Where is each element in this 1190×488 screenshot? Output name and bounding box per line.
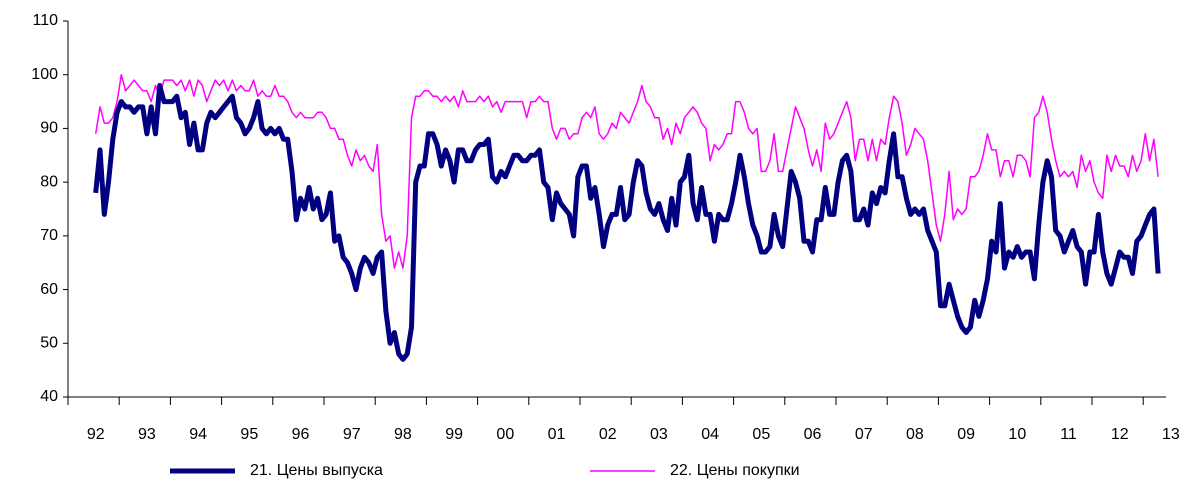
x-tick-label: 94 xyxy=(189,426,207,443)
x-tick-label: 10 xyxy=(1008,426,1026,443)
x-tick-label: 11 xyxy=(1060,426,1077,443)
x-tick-label: 95 xyxy=(240,426,258,443)
y-tick-label: 70 xyxy=(40,227,58,244)
series-line xyxy=(94,73,1159,269)
x-tick-label: 93 xyxy=(138,426,156,443)
x-tick-label: 08 xyxy=(906,426,924,443)
legend-label: 21. Цены выпуска xyxy=(250,462,383,479)
x-tick-label: 12 xyxy=(1111,426,1129,443)
x-tick-label: 01 xyxy=(548,426,566,443)
x-tick-label: 03 xyxy=(650,426,668,443)
x-tick-label: 07 xyxy=(855,426,873,443)
y-tick-label: 100 xyxy=(31,66,58,83)
y-tick-label: 50 xyxy=(40,335,58,352)
x-tick-label: 97 xyxy=(343,426,361,443)
legend-label: 22. Цены покупки xyxy=(670,462,800,479)
x-tick-label: 98 xyxy=(394,426,412,443)
y-tick-label: 40 xyxy=(40,388,58,405)
x-tick-label: 00 xyxy=(496,426,514,443)
x-tick-label: 04 xyxy=(701,426,719,443)
x-tick-label: 06 xyxy=(804,426,822,443)
x-tick-label: 99 xyxy=(445,426,463,443)
y-tick-label: 90 xyxy=(40,120,58,137)
x-tick-label: 02 xyxy=(599,426,617,443)
series-line xyxy=(93,83,1161,362)
x-tick-label: 92 xyxy=(87,426,105,443)
x-tick-label: 05 xyxy=(752,426,770,443)
x-tick-label: 09 xyxy=(957,426,975,443)
x-tick-label: 96 xyxy=(292,426,310,443)
y-tick-label: 60 xyxy=(40,281,58,298)
y-tick-label: 80 xyxy=(40,173,58,190)
x-tick-label: 13 xyxy=(1162,426,1180,443)
y-tick-label: 110 xyxy=(32,12,58,29)
